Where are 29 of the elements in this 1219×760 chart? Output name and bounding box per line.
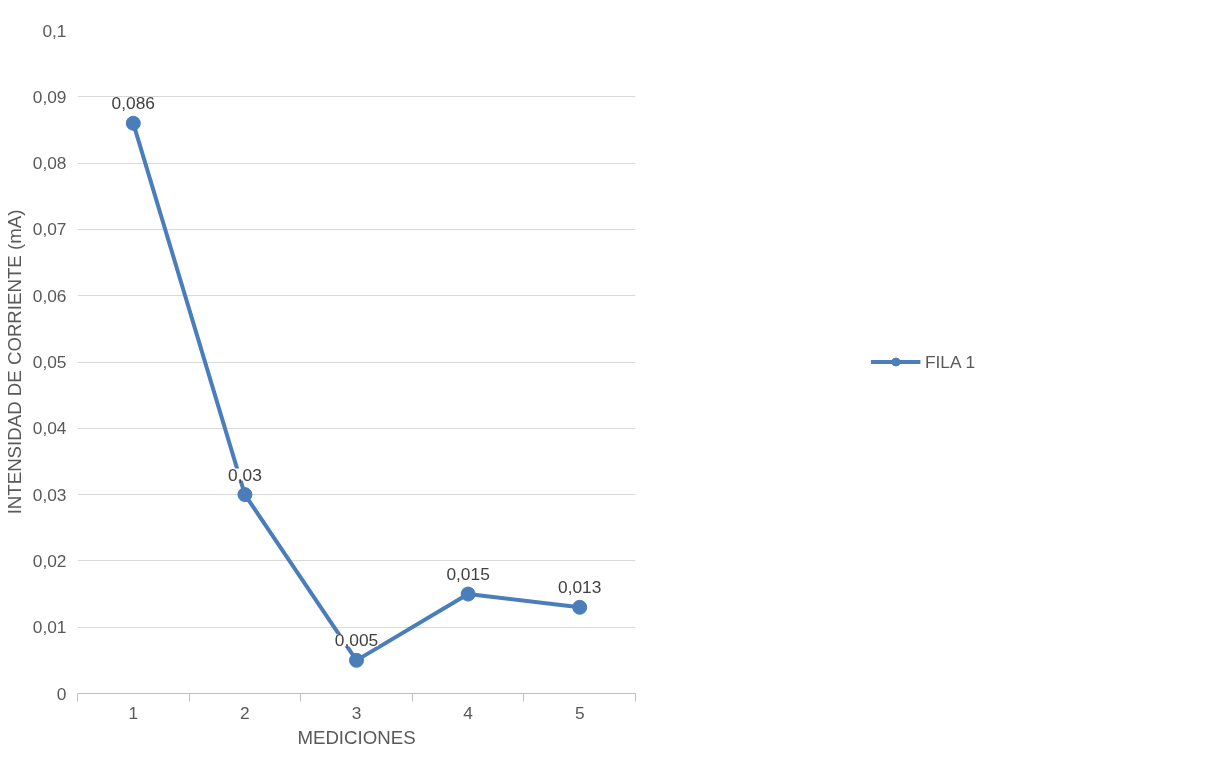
point [125,115,141,131]
point [460,586,476,602]
data-label: 0,015 [446,564,490,585]
x-tick-label: 4 [463,702,474,723]
point [237,487,253,503]
y-tick-label: 0,02 [32,550,67,571]
y-tick-label: 0,07 [32,219,67,240]
data-label: 0,013 [558,577,602,598]
x-axis-title: MEDICIONES [297,726,416,748]
x-tick-label: 2 [240,702,250,723]
y-tick-label: 0 [56,683,67,704]
y-tick-label: 0,01 [32,617,67,638]
y-tick-label: 0,04 [32,418,67,439]
data-label: 0,03 [228,464,262,485]
y-tick-label: 0,05 [32,352,67,372]
x-tick-label: 1 [128,702,139,723]
point [349,652,364,668]
y-tick-label: 0,06 [32,285,67,306]
x-tick-label: 5 [574,702,585,723]
legend-label: FILA 1 [924,351,976,372]
y-axis-title: INTENSIDAD DE CORRIENTE (mA) [3,209,25,515]
y-tick-label: 0,1 [42,20,67,41]
y-tick-label: 0,09 [32,86,67,107]
y-tick-label: 0,08 [32,153,67,174]
point [572,599,588,615]
x-tick-label: 3 [351,702,362,723]
y-tick-label: 0,03 [32,484,67,505]
data-label: 0,005 [334,630,379,651]
data-label: 0,086 [111,93,155,114]
